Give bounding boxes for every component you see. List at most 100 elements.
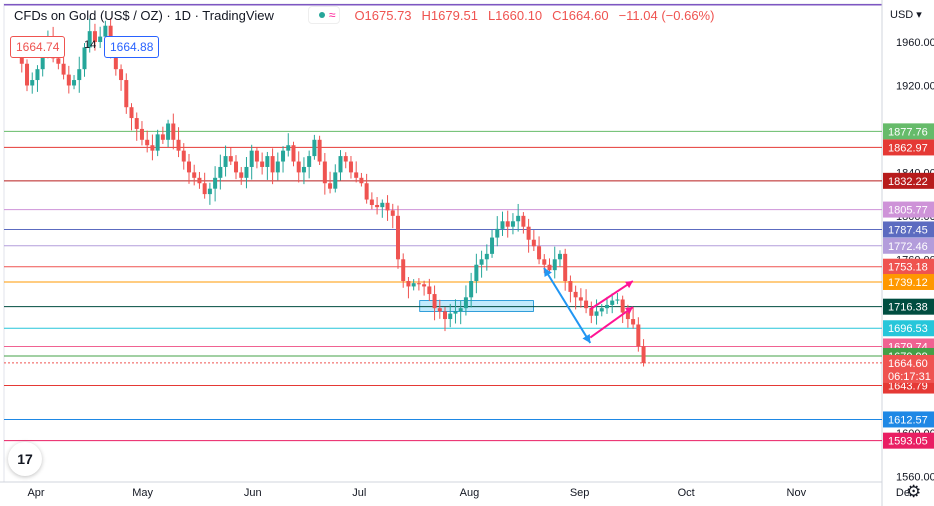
- candle-body[interactable]: [458, 308, 463, 312]
- candle-body[interactable]: [537, 246, 542, 260]
- candle-body[interactable]: [119, 69, 124, 81]
- candle-body[interactable]: [510, 221, 515, 227]
- candle-body[interactable]: [265, 156, 270, 167]
- candle-body[interactable]: [469, 281, 474, 298]
- candle-body[interactable]: [98, 36, 103, 43]
- candle-body[interactable]: [25, 63, 30, 86]
- candle-body[interactable]: [82, 47, 87, 70]
- candle-body[interactable]: [557, 253, 562, 260]
- candle-body[interactable]: [631, 319, 636, 325]
- symbol-title[interactable]: CFDs on Gold (US$ / OZ) · 1D · TradingVi…: [14, 7, 274, 23]
- buy-price-button[interactable]: 1664.88: [104, 36, 160, 58]
- sell-price-button[interactable]: 1664.74: [10, 36, 66, 58]
- market-status-pill[interactable]: ≈: [307, 6, 341, 24]
- candle-body[interactable]: [145, 139, 150, 146]
- candle-body[interactable]: [573, 291, 578, 298]
- candle-body[interactable]: [30, 80, 35, 86]
- candle-body[interactable]: [552, 259, 557, 271]
- candle-body[interactable]: [218, 166, 223, 178]
- candle-body[interactable]: [348, 161, 353, 173]
- candle-body[interactable]: [589, 308, 594, 316]
- candle-body[interactable]: [474, 264, 479, 282]
- candle-body[interactable]: [641, 346, 646, 363]
- support-zone[interactable]: [419, 300, 534, 312]
- candle-body[interactable]: [260, 161, 265, 167]
- candle-body[interactable]: [61, 63, 66, 75]
- candle-body[interactable]: [40, 47, 45, 70]
- candle-body[interactable]: [328, 183, 333, 189]
- candle-body[interactable]: [338, 156, 343, 173]
- candle-body[interactable]: [615, 299, 620, 301]
- candle-body[interactable]: [239, 172, 244, 178]
- candle-body[interactable]: [610, 300, 615, 305]
- candle-body[interactable]: [432, 294, 437, 309]
- candle-body[interactable]: [563, 253, 568, 282]
- candle-body[interactable]: [542, 259, 547, 265]
- channel-line[interactable]: [589, 306, 634, 339]
- candle-body[interactable]: [526, 226, 531, 240]
- candle-body[interactable]: [568, 281, 573, 292]
- candle-body[interactable]: [443, 311, 448, 320]
- candle-body[interactable]: [213, 177, 218, 189]
- candle-body[interactable]: [531, 239, 536, 247]
- candle-body[interactable]: [244, 166, 249, 178]
- candle-body[interactable]: [333, 172, 338, 189]
- candle-body[interactable]: [312, 139, 317, 157]
- candle-body[interactable]: [166, 123, 171, 140]
- candle-body[interactable]: [437, 308, 442, 312]
- candle-body[interactable]: [207, 188, 212, 195]
- candle-body[interactable]: [317, 139, 322, 162]
- candle-body[interactable]: [521, 215, 526, 227]
- candle-body[interactable]: [87, 31, 92, 48]
- candle-body[interactable]: [516, 215, 521, 222]
- candle-body[interactable]: [422, 284, 427, 287]
- candle-body[interactable]: [275, 161, 280, 173]
- candle-body[interactable]: [401, 259, 406, 282]
- candle-body[interactable]: [103, 25, 108, 37]
- candle-body[interactable]: [500, 221, 505, 229]
- candle-body[interactable]: [364, 183, 369, 200]
- candle-body[interactable]: [354, 172, 359, 178]
- candle-body[interactable]: [66, 74, 71, 86]
- candle-body[interactable]: [301, 166, 306, 173]
- candle-body[interactable]: [448, 313, 453, 320]
- gear-icon[interactable]: ⚙: [906, 482, 922, 501]
- candle-body[interactable]: [171, 123, 176, 140]
- candle-body[interactable]: [202, 183, 207, 195]
- candle-body[interactable]: [375, 204, 380, 208]
- candle-body[interactable]: [181, 150, 186, 162]
- candle-body[interactable]: [505, 221, 510, 227]
- candle-body[interactable]: [484, 253, 489, 260]
- candle-body[interactable]: [129, 107, 134, 119]
- candle-body[interactable]: [479, 259, 484, 265]
- candle-body[interactable]: [453, 311, 458, 314]
- candle-body[interactable]: [270, 156, 275, 173]
- candle-body[interactable]: [411, 283, 416, 287]
- candle-body[interactable]: [192, 172, 197, 178]
- candle-body[interactable]: [343, 156, 348, 162]
- candle-body[interactable]: [228, 156, 233, 162]
- candle-body[interactable]: [604, 304, 609, 309]
- candle-body[interactable]: [19, 55, 24, 64]
- candle-body[interactable]: [322, 161, 327, 184]
- candle-body[interactable]: [490, 237, 495, 254]
- candle-body[interactable]: [223, 156, 228, 167]
- candle-body[interactable]: [291, 145, 296, 162]
- candle-body[interactable]: [547, 264, 552, 271]
- candle-body[interactable]: [197, 177, 202, 184]
- candle-body[interactable]: [134, 118, 139, 129]
- candle-body[interactable]: [35, 69, 40, 81]
- candle-body[interactable]: [234, 161, 239, 173]
- candle-body[interactable]: [385, 202, 390, 211]
- candle-body[interactable]: [249, 150, 254, 167]
- plot-area[interactable]: [3, 3, 883, 483]
- candle-body[interactable]: [307, 156, 312, 167]
- candle-body[interactable]: [427, 286, 432, 295]
- candle-body[interactable]: [636, 324, 641, 347]
- candle-body[interactable]: [369, 199, 374, 205]
- candle-body[interactable]: [186, 161, 191, 173]
- candle-body[interactable]: [380, 202, 385, 208]
- candle-body[interactable]: [390, 210, 395, 216]
- candle-body[interactable]: [594, 311, 599, 316]
- candle-body[interactable]: [584, 300, 589, 309]
